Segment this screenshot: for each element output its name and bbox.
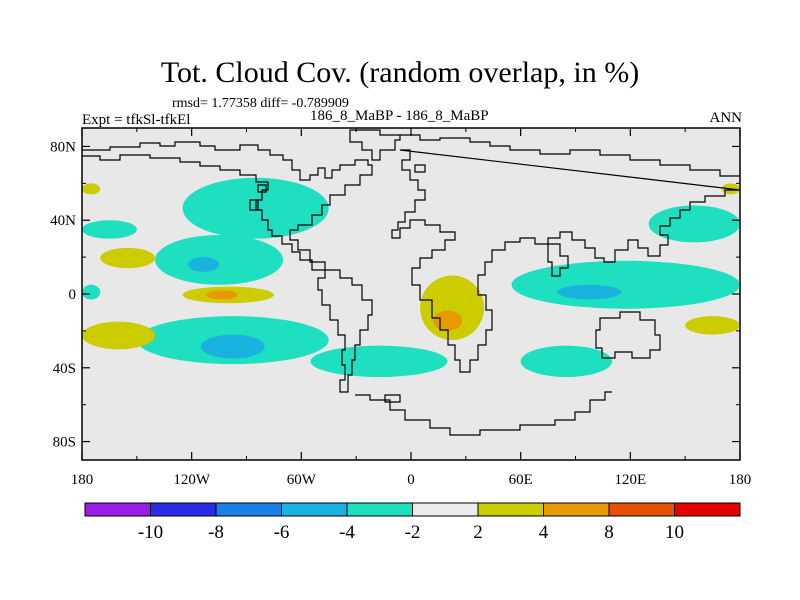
x-tick-label: 180 bbox=[729, 472, 752, 488]
y-tick-label: 80N bbox=[50, 139, 76, 155]
colorbar-box bbox=[477, 502, 544, 517]
expt-label: Expt = tfkSl-tfkEl bbox=[82, 112, 191, 128]
coastline-islands bbox=[249, 164, 426, 211]
colorbar-label: 8 bbox=[604, 522, 614, 543]
anomaly-region-9 bbox=[557, 284, 622, 300]
anomaly-region-11 bbox=[648, 205, 740, 243]
colorbar-box bbox=[150, 502, 217, 517]
anomaly-region-17 bbox=[432, 310, 463, 331]
anomaly-region-1 bbox=[82, 220, 137, 239]
coastline-india bbox=[547, 243, 569, 277]
colorbar-label: 10 bbox=[665, 522, 684, 543]
coastline-south-america bbox=[317, 269, 373, 393]
coastline-greenland bbox=[349, 129, 401, 161]
x-tick-label: 120E bbox=[614, 472, 646, 488]
x-tick-label: 180 bbox=[71, 472, 94, 488]
anomaly-region-6 bbox=[200, 334, 265, 359]
colorbar-label: 2 bbox=[473, 522, 483, 543]
anomaly-region-10 bbox=[520, 345, 613, 378]
y-tick-label: 40N bbox=[50, 213, 76, 229]
anomaly-region-8 bbox=[511, 260, 740, 309]
colorbar-box bbox=[608, 502, 675, 517]
x-axis: 180 120W 60W 0 60E 120E 180 bbox=[71, 128, 752, 488]
colorbar-box bbox=[84, 502, 151, 517]
colorbar-box bbox=[412, 502, 479, 517]
y-tick-label: 80S bbox=[53, 435, 76, 451]
anomaly-region-12 bbox=[100, 247, 156, 269]
anomaly-region-7 bbox=[310, 345, 448, 378]
anomaly-region-2 bbox=[155, 234, 284, 285]
colorbar-label: -10 bbox=[138, 522, 163, 543]
anomaly-region-13 bbox=[82, 321, 156, 350]
anomaly-region-3 bbox=[188, 257, 220, 272]
y-tick-label: 0 bbox=[69, 287, 77, 303]
colorbar-label: -2 bbox=[405, 522, 421, 543]
coastline-australia bbox=[595, 311, 661, 359]
y-axis: 80N 40N 0 40S 80S bbox=[50, 139, 740, 451]
colorbar: -10 -8 -6 -4 -2 2 4 8 10 bbox=[84, 502, 741, 543]
case-label: 186_8_MaBP - 186_8_MaBP bbox=[310, 108, 489, 124]
x-tick-label: 120W bbox=[173, 472, 211, 488]
anomaly-region-19 bbox=[82, 183, 101, 195]
coastline-north-america bbox=[82, 141, 373, 271]
coastline-antarctica bbox=[355, 391, 612, 436]
anomaly-region-16 bbox=[420, 275, 485, 341]
x-tick-label: 60E bbox=[509, 472, 533, 488]
anomaly-region-15 bbox=[206, 290, 238, 300]
colorbar-box bbox=[674, 502, 741, 517]
y-tick-label: 40S bbox=[53, 361, 76, 377]
colorbar-box bbox=[346, 502, 413, 517]
colorbar-label: -8 bbox=[208, 522, 224, 543]
x-tick-label: 0 bbox=[407, 472, 415, 488]
anomaly-region-4 bbox=[82, 284, 101, 300]
colorbar-box bbox=[215, 502, 282, 517]
coastlines bbox=[82, 129, 740, 436]
anomaly-region-18 bbox=[685, 316, 740, 335]
chart-title: Tot. Cloud Cov. (random overlap, in %) bbox=[160, 56, 640, 89]
colorbar-box bbox=[543, 502, 610, 517]
colorbar-label: -4 bbox=[339, 522, 355, 543]
stats-label: rmsd= 1.77358 diff= -0.789909 bbox=[172, 96, 349, 111]
colorbar-label: -6 bbox=[274, 522, 290, 543]
coastline-eurasia-africa bbox=[391, 134, 740, 373]
x-tick-label: 60W bbox=[287, 472, 317, 488]
colorbar-box bbox=[281, 502, 348, 517]
colorbar-label: 4 bbox=[539, 522, 549, 543]
season-label: ANN bbox=[709, 110, 743, 126]
